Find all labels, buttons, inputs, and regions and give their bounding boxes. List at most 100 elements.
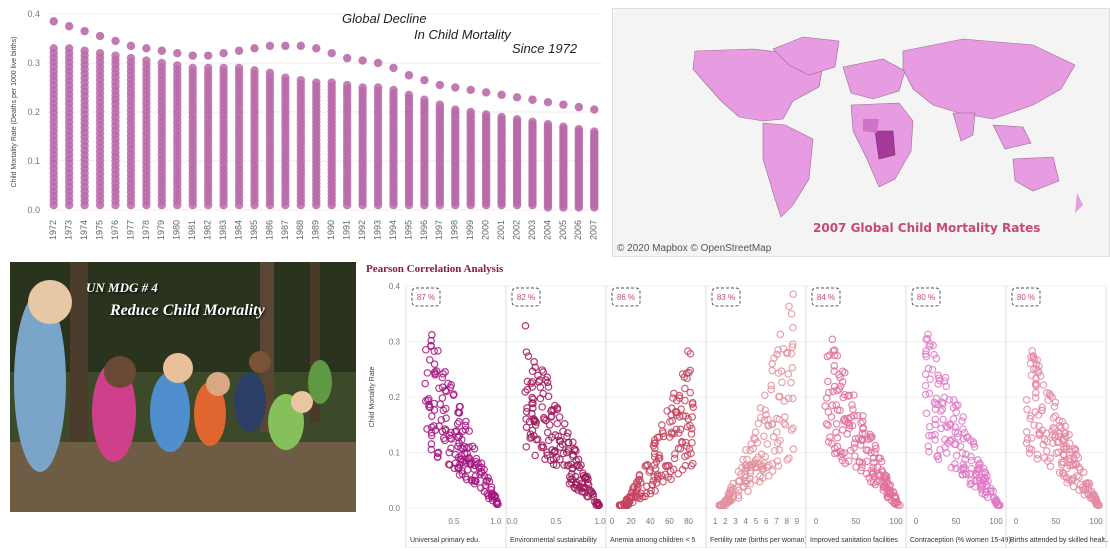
scatter-point[interactable]: [734, 494, 743, 502]
scatter-point[interactable]: [663, 462, 672, 470]
scatter-point[interactable]: [564, 461, 573, 469]
scatter-point[interactable]: [856, 441, 865, 449]
scatter-point[interactable]: [1058, 469, 1067, 477]
scatter-point[interactable]: [455, 408, 463, 417]
data-point[interactable]: [574, 124, 584, 134]
data-point[interactable]: [451, 105, 460, 114]
scatter-point[interactable]: [671, 450, 679, 458]
scatter-point[interactable]: [789, 445, 798, 453]
scatter-point[interactable]: [844, 457, 853, 465]
year-column-1991[interactable]: [342, 53, 352, 210]
scatter-point[interactable]: [442, 387, 451, 396]
scatter-point[interactable]: [823, 377, 832, 386]
scatter-point[interactable]: [882, 483, 891, 492]
year-column-1985[interactable]: [250, 44, 259, 210]
scatter-point[interactable]: [773, 457, 782, 465]
scatter-point[interactable]: [642, 461, 651, 470]
scatter-point[interactable]: [635, 475, 644, 484]
scatter-point[interactable]: [931, 415, 940, 424]
year-column-2005[interactable]: [559, 100, 568, 212]
scatter-point[interactable]: [967, 456, 976, 465]
scatter-point[interactable]: [719, 499, 728, 508]
scatter-point[interactable]: [777, 367, 786, 376]
data-point[interactable]: [435, 100, 445, 109]
scatter-point[interactable]: [678, 438, 686, 447]
scatter-point[interactable]: [564, 445, 573, 453]
scatter-point[interactable]: [477, 463, 486, 472]
scatter-point[interactable]: [481, 481, 490, 490]
scatter-point[interactable]: [775, 392, 784, 401]
scatter-point[interactable]: [959, 413, 968, 421]
max-data-point[interactable]: [451, 83, 460, 92]
scatter-point[interactable]: [939, 415, 947, 424]
max-data-point[interactable]: [234, 46, 244, 55]
scatter-point[interactable]: [538, 366, 547, 374]
max-data-point[interactable]: [574, 102, 584, 112]
scatter-point[interactable]: [934, 455, 943, 464]
scatter-point[interactable]: [548, 433, 556, 441]
scatter-point[interactable]: [952, 464, 960, 473]
year-column-2001[interactable]: [497, 90, 506, 210]
scatter-point[interactable]: [447, 381, 455, 389]
scatter-point[interactable]: [761, 406, 769, 414]
scatter-point[interactable]: [533, 435, 542, 444]
scatter-point[interactable]: [770, 446, 779, 455]
year-column-1972[interactable]: [49, 17, 58, 210]
scatter-point[interactable]: [850, 391, 858, 399]
correlation-panel[interactable]: 80 % 0 50 100 Contraception (% women 15-49): [905, 286, 1011, 548]
scatter-point[interactable]: [538, 403, 546, 411]
scatter-point[interactable]: [1079, 468, 1088, 477]
year-column-1990[interactable]: [327, 49, 336, 210]
scatter-point[interactable]: [687, 449, 695, 458]
year-column-1978[interactable]: [142, 44, 151, 210]
data-point[interactable]: [281, 73, 290, 82]
data-point[interactable]: [126, 53, 136, 63]
scatter-point[interactable]: [922, 347, 930, 355]
scatter-point[interactable]: [754, 419, 763, 428]
correlation-panel[interactable]: 86 % 0 20 40 60 80 Anemia among children < 5: [605, 286, 698, 548]
year-column-1984[interactable]: [234, 46, 244, 210]
max-data-point[interactable]: [64, 22, 74, 31]
scatter-point[interactable]: [560, 420, 569, 428]
scatter-point[interactable]: [547, 412, 556, 420]
scatter-point[interactable]: [830, 346, 839, 354]
scatter-point[interactable]: [430, 347, 438, 356]
scatter-point[interactable]: [1027, 412, 1035, 420]
scatter-point[interactable]: [859, 412, 867, 420]
scatter-point[interactable]: [858, 459, 867, 467]
scatter-point[interactable]: [528, 383, 537, 391]
scatter-point[interactable]: [921, 370, 930, 378]
scatter-point[interactable]: [1060, 451, 1068, 460]
scatter-point[interactable]: [1055, 416, 1064, 425]
max-data-point[interactable]: [420, 75, 429, 85]
scatter-point[interactable]: [953, 429, 962, 438]
scatter-point[interactable]: [775, 415, 784, 424]
scatter-point[interactable]: [455, 417, 463, 426]
scatter-point[interactable]: [841, 390, 849, 399]
scatter-point[interactable]: [529, 395, 538, 403]
scatter-point[interactable]: [1038, 403, 1046, 412]
data-point[interactable]: [265, 68, 275, 78]
year-column-1981[interactable]: [188, 51, 197, 210]
scatter-point[interactable]: [942, 382, 951, 391]
scatter-point[interactable]: [945, 396, 954, 404]
scatter-point[interactable]: [781, 421, 790, 429]
scatter-point[interactable]: [922, 409, 931, 418]
max-data-point[interactable]: [435, 80, 445, 90]
scatter-point[interactable]: [1043, 457, 1052, 465]
scatter-point[interactable]: [573, 480, 581, 489]
scatter-point[interactable]: [674, 469, 683, 478]
scatter-point[interactable]: [932, 394, 941, 403]
scatter-point[interactable]: [1075, 473, 1083, 481]
world-map[interactable]: [613, 9, 1109, 256]
scatter-point[interactable]: [528, 399, 536, 407]
scatter-point[interactable]: [848, 401, 856, 409]
scatter-point[interactable]: [427, 429, 436, 437]
scatter-point[interactable]: [775, 446, 784, 454]
scatter-point[interactable]: [543, 448, 551, 457]
scatter-point[interactable]: [774, 346, 782, 354]
scatter-point[interactable]: [1033, 356, 1041, 364]
year-column-2007[interactable]: [590, 105, 599, 212]
scatter-point[interactable]: [1030, 421, 1038, 430]
scatter-point[interactable]: [659, 432, 668, 441]
